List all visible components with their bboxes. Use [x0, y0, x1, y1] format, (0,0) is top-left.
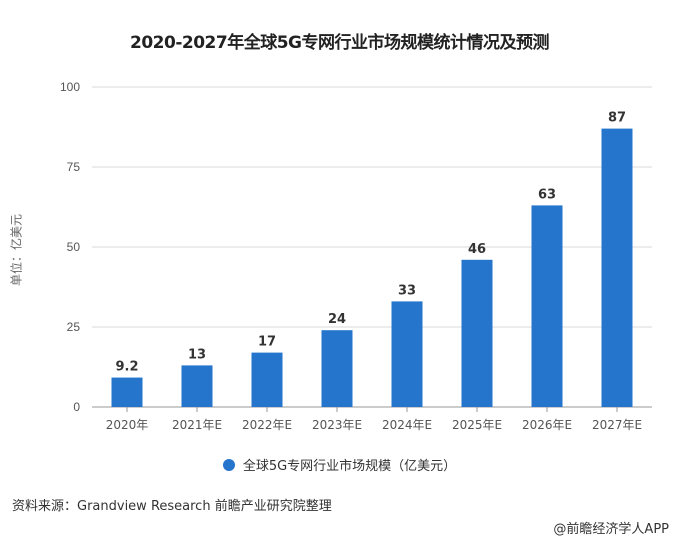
legend-marker-icon — [222, 459, 235, 471]
x-tick-label: 2023年E — [312, 418, 362, 432]
legend-label: 全球5G专网行业市场规模（亿美元） — [242, 459, 457, 474]
x-tick-label: 2022年E — [242, 418, 292, 432]
data-label: 17 — [258, 335, 276, 350]
bar — [391, 301, 423, 407]
legend: 全球5G专网行业市场规模（亿美元） — [0, 455, 679, 474]
y-tick-label: 50 — [67, 240, 81, 254]
data-label: 9.2 — [115, 360, 138, 375]
x-tick-label: 2020年 — [106, 418, 149, 432]
bar — [251, 352, 283, 407]
x-tick-label: 2021年E — [172, 418, 222, 432]
bar — [531, 205, 563, 407]
bar — [181, 365, 213, 407]
y-tick-label: 75 — [67, 160, 81, 174]
data-label: 24 — [328, 312, 346, 327]
x-tick-label: 2025年E — [452, 418, 502, 432]
x-tick-label: 2027年E — [592, 418, 642, 432]
chart-title: 2020-2027年全球5G专网行业市场规模统计情况及预测 — [130, 33, 549, 53]
data-label: 46 — [468, 242, 486, 257]
x-axis-ticks: 2020年 2021年E 2022年E 2023年E 2024年E 2025年E 2026年… — [106, 407, 642, 432]
data-label: 13 — [188, 347, 206, 362]
y-axis-label: 单位：亿美元 — [9, 213, 24, 287]
bar — [461, 259, 493, 407]
y-tick-label: 25 — [67, 320, 81, 334]
bar — [111, 377, 143, 407]
credit-note: @前瞻经济学人APP — [553, 522, 669, 537]
bar — [321, 330, 353, 407]
bar-chart: 0 25 50 75 100 9.2 13 17 24 33 46 63 87 2020年 2021年E… — [60, 80, 652, 432]
x-tick-label: 2024年E — [382, 418, 432, 432]
data-label: 63 — [538, 187, 556, 202]
data-labels: 9.2 13 17 24 33 46 63 87 — [115, 111, 626, 375]
y-tick-label: 0 — [73, 400, 80, 414]
x-tick-label: 2026年E — [522, 418, 572, 432]
y-axis-ticks: 0 25 50 75 100 — [60, 80, 80, 414]
gridlines — [92, 86, 652, 408]
bars — [111, 128, 633, 407]
y-tick-label: 100 — [60, 80, 80, 94]
data-label: 87 — [608, 111, 626, 126]
bar — [601, 128, 633, 407]
data-label: 33 — [398, 283, 416, 298]
source-note: 资料来源：Grandview Research 前瞻产业研究院整理 — [12, 499, 332, 514]
